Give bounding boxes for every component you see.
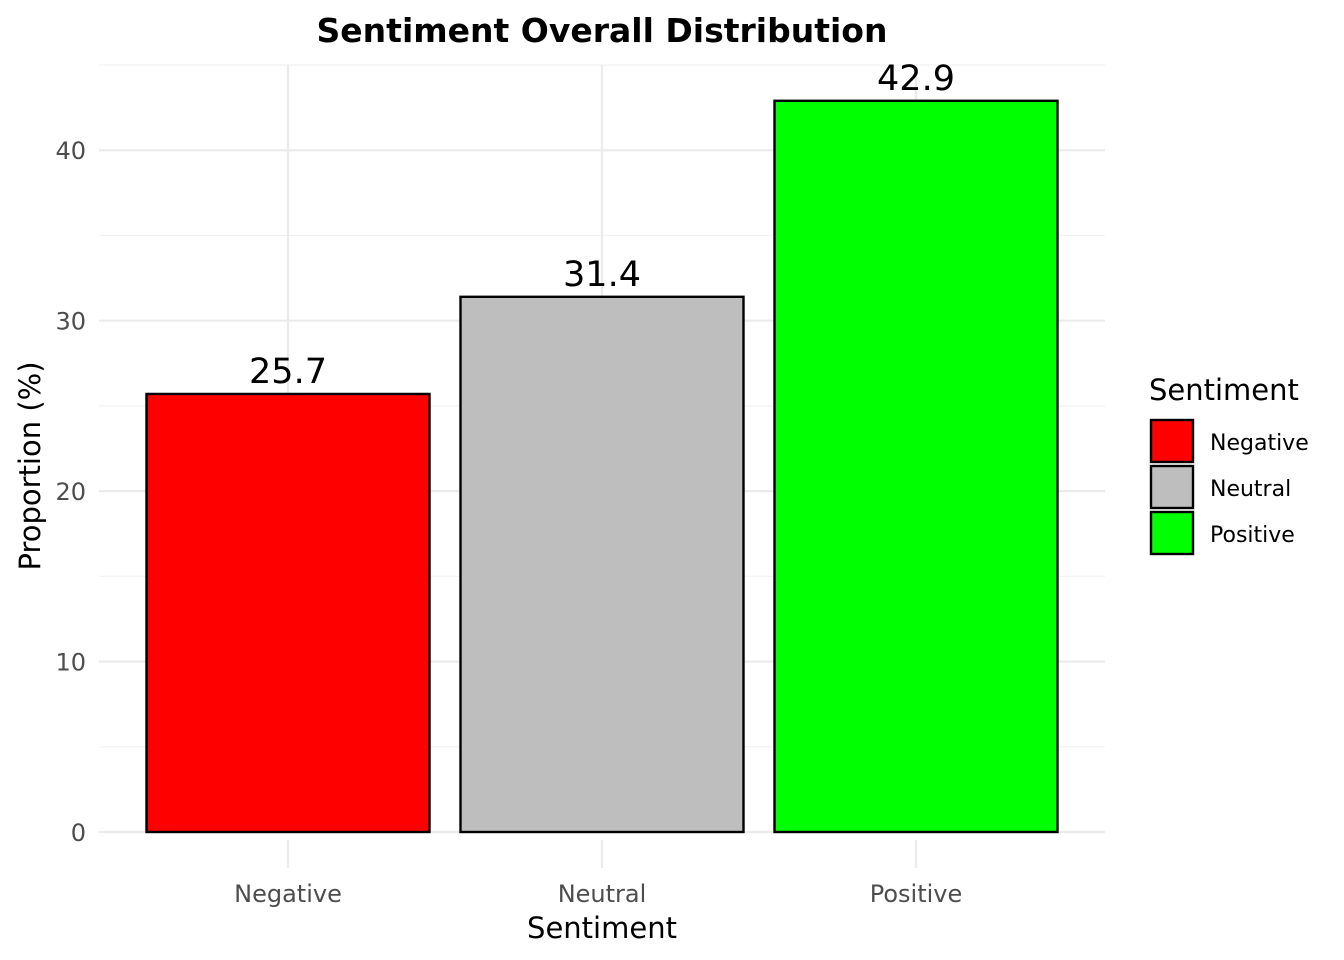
data-labels: 25.7 31.4 42.9 [249, 59, 955, 392]
legend-key-positive [1149, 510, 1195, 556]
y-axis-ticks: 0 10 20 30 40 [55, 137, 86, 847]
legend-label-negative: Negative [1210, 431, 1309, 456]
y-tick-label: 20 [55, 478, 86, 506]
y-tick-label: 30 [55, 308, 86, 336]
bar-positive [773, 99, 1059, 834]
y-tick-label: 10 [55, 649, 86, 677]
legend-key-negative [1149, 418, 1195, 464]
y-axis-title: Proportion (%) [13, 361, 47, 570]
bar-neutral [459, 295, 745, 834]
y-tick-label: 40 [55, 137, 86, 165]
chart-title: Sentiment Overall Distribution [317, 11, 888, 50]
legend-label-neutral: Neutral [1210, 477, 1291, 502]
bars [145, 99, 1059, 834]
x-axis-title: Sentiment [527, 911, 677, 945]
x-axis-ticks: Negative Neutral Positive [234, 840, 962, 908]
y-tick-label: 0 [71, 819, 86, 847]
data-label-negative: 25.7 [249, 352, 327, 392]
x-tick-label: Positive [870, 880, 963, 908]
x-tick-label: Neutral [558, 880, 647, 908]
data-label-neutral: 31.4 [563, 255, 641, 295]
x-tick-label: Negative [234, 880, 342, 908]
legend-label-positive: Positive [1210, 523, 1295, 548]
bar-negative [145, 392, 431, 834]
legend-items: Negative Neutral Positive [1149, 418, 1309, 556]
data-label-positive: 42.9 [877, 59, 955, 99]
legend: Sentiment Negative Neutral Positive [1149, 373, 1309, 556]
legend-key-neutral [1149, 464, 1195, 510]
legend-title: Sentiment [1149, 373, 1299, 407]
